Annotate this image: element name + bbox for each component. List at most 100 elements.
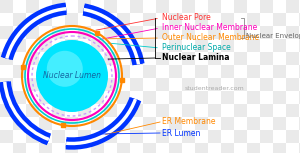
- Bar: [143, 65, 156, 78]
- Bar: [91, 65, 104, 78]
- Bar: [221, 143, 234, 153]
- Bar: [260, 104, 273, 117]
- Bar: [247, 65, 260, 78]
- Bar: [13, 143, 26, 153]
- Bar: [299, 65, 300, 78]
- Bar: [195, 65, 208, 78]
- Text: studentreader.com: studentreader.com: [185, 86, 245, 91]
- Bar: [260, 130, 273, 143]
- Bar: [299, 13, 300, 26]
- Bar: [13, 39, 26, 52]
- Bar: [104, 104, 117, 117]
- Bar: [182, 0, 195, 13]
- Bar: [299, 117, 300, 130]
- Bar: [0, 52, 13, 65]
- Bar: [0, 104, 13, 117]
- Text: ER Membrane: ER Membrane: [162, 118, 215, 127]
- Bar: [65, 143, 78, 153]
- Bar: [104, 78, 117, 91]
- Bar: [13, 91, 26, 104]
- Text: Inner Nuclear Membrane: Inner Nuclear Membrane: [162, 24, 257, 32]
- Bar: [260, 26, 273, 39]
- Bar: [52, 130, 65, 143]
- Bar: [65, 91, 78, 104]
- Text: ER Lumen: ER Lumen: [162, 129, 200, 138]
- Bar: [273, 13, 286, 26]
- Bar: [182, 130, 195, 143]
- Bar: [0, 78, 13, 91]
- Bar: [104, 26, 117, 39]
- Bar: [195, 39, 208, 52]
- Bar: [221, 65, 234, 78]
- Bar: [195, 91, 208, 104]
- Bar: [182, 78, 195, 91]
- Bar: [208, 26, 221, 39]
- Bar: [13, 117, 26, 130]
- Bar: [234, 78, 247, 91]
- Bar: [273, 117, 286, 130]
- Bar: [156, 104, 169, 117]
- Bar: [130, 78, 143, 91]
- Bar: [143, 39, 156, 52]
- Bar: [260, 78, 273, 91]
- Bar: [260, 0, 273, 13]
- Bar: [13, 65, 26, 78]
- Bar: [143, 117, 156, 130]
- Bar: [169, 13, 182, 26]
- Bar: [143, 143, 156, 153]
- Text: Nuclear Envelope: Nuclear Envelope: [246, 33, 300, 39]
- Bar: [104, 130, 117, 143]
- Bar: [65, 13, 78, 26]
- Text: Nuclear Lumen: Nuclear Lumen: [43, 71, 101, 80]
- Bar: [299, 143, 300, 153]
- Bar: [234, 0, 247, 13]
- Bar: [104, 52, 117, 65]
- Bar: [156, 0, 169, 13]
- Bar: [91, 117, 104, 130]
- Bar: [117, 65, 130, 78]
- Bar: [169, 143, 182, 153]
- Bar: [117, 13, 130, 26]
- Bar: [221, 39, 234, 52]
- Bar: [273, 65, 286, 78]
- Bar: [208, 0, 221, 13]
- Bar: [234, 52, 247, 65]
- Bar: [91, 13, 104, 26]
- Bar: [247, 91, 260, 104]
- Bar: [286, 26, 299, 39]
- Bar: [130, 130, 143, 143]
- Bar: [78, 130, 91, 143]
- Bar: [130, 0, 143, 13]
- Bar: [52, 78, 65, 91]
- Bar: [52, 104, 65, 117]
- Text: Nuclear Pore: Nuclear Pore: [162, 13, 211, 22]
- Bar: [299, 39, 300, 52]
- Bar: [195, 143, 208, 153]
- Bar: [78, 78, 91, 91]
- Bar: [26, 78, 39, 91]
- Bar: [208, 52, 221, 65]
- Bar: [156, 26, 169, 39]
- Bar: [26, 52, 39, 65]
- Bar: [208, 130, 221, 143]
- Bar: [104, 0, 117, 13]
- Bar: [247, 13, 260, 26]
- Bar: [52, 26, 65, 39]
- Bar: [91, 143, 104, 153]
- Bar: [273, 39, 286, 52]
- Bar: [65, 65, 78, 78]
- Bar: [52, 52, 65, 65]
- Circle shape: [47, 51, 83, 87]
- Bar: [143, 91, 156, 104]
- Bar: [0, 0, 13, 13]
- Bar: [286, 0, 299, 13]
- Bar: [286, 104, 299, 117]
- Bar: [39, 65, 52, 78]
- Bar: [273, 143, 286, 153]
- Bar: [182, 52, 195, 65]
- Bar: [286, 52, 299, 65]
- Bar: [299, 91, 300, 104]
- Bar: [39, 117, 52, 130]
- Bar: [65, 117, 78, 130]
- Bar: [143, 13, 156, 26]
